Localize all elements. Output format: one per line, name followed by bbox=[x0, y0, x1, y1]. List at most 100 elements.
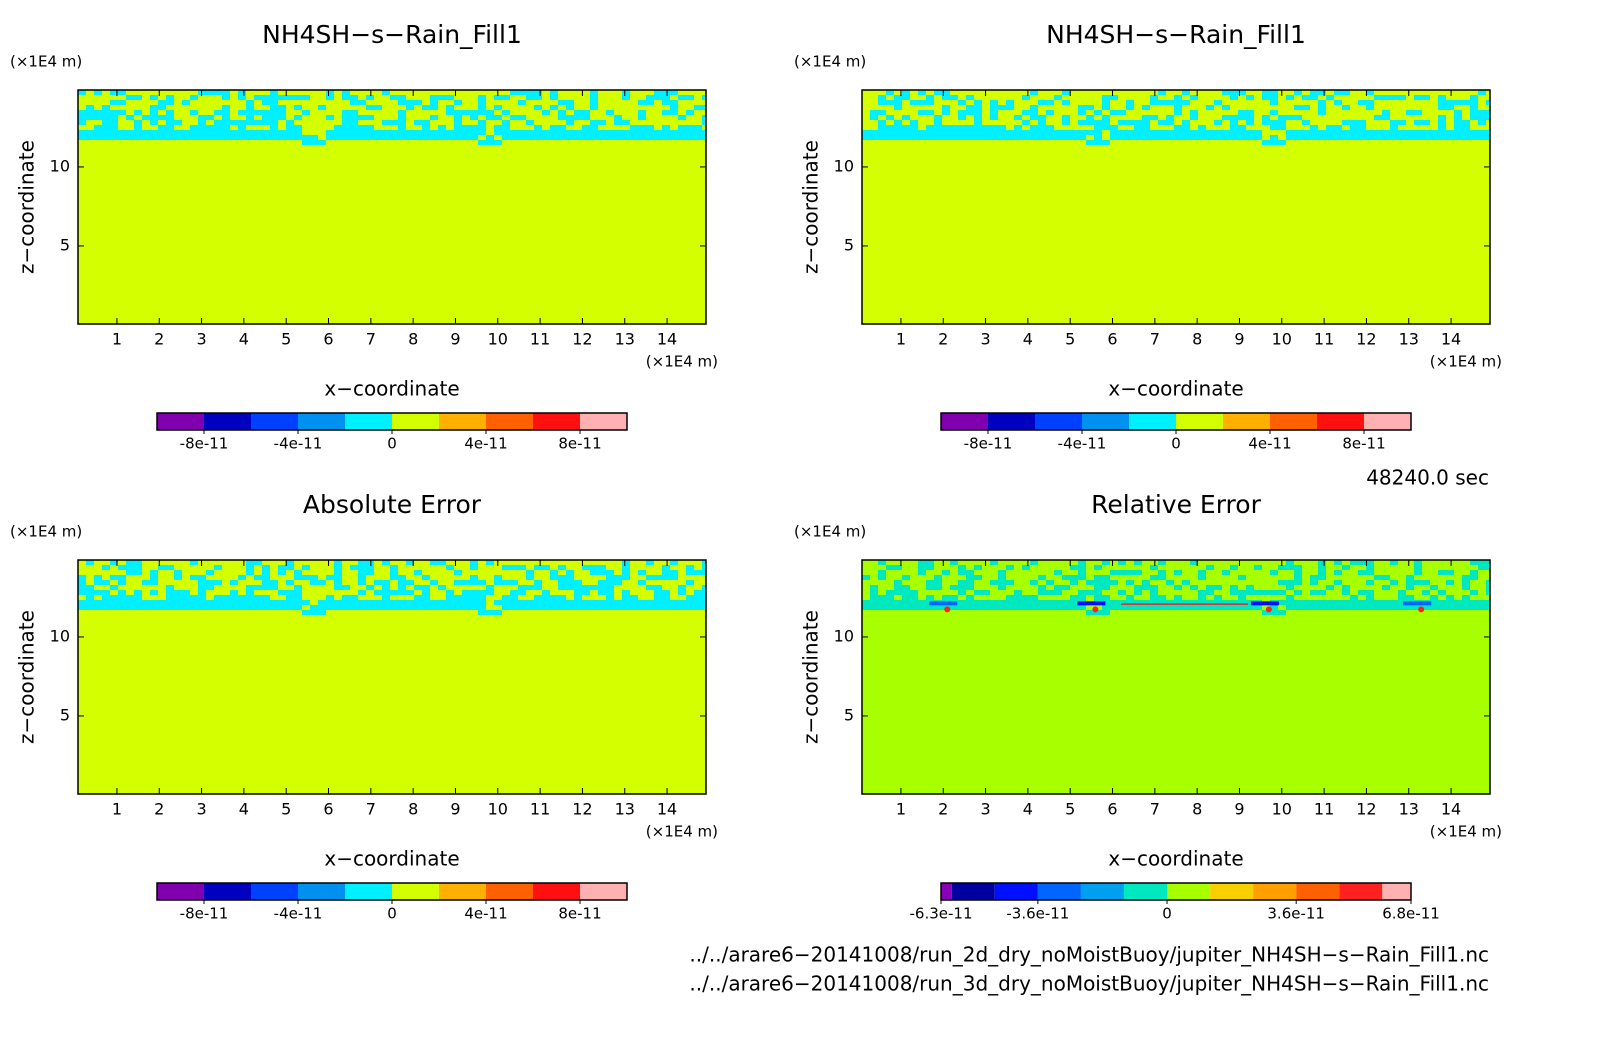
field-cell bbox=[918, 135, 926, 140]
x-tick-label: 7 bbox=[1150, 800, 1160, 819]
field-cell bbox=[646, 130, 654, 135]
field-cell bbox=[590, 135, 598, 140]
field-cell bbox=[590, 130, 598, 135]
field-cell bbox=[1182, 125, 1190, 130]
colorbar-box bbox=[1317, 413, 1364, 430]
field-cell bbox=[686, 600, 694, 605]
field-cell bbox=[1182, 600, 1190, 605]
field-cell bbox=[630, 125, 638, 130]
field-cell bbox=[1046, 600, 1054, 605]
field-cell bbox=[870, 135, 878, 140]
x-tick-label: 8 bbox=[408, 800, 418, 819]
field-cell bbox=[230, 590, 238, 595]
field-cell bbox=[262, 135, 270, 140]
field-cell bbox=[902, 590, 910, 595]
field-cell bbox=[966, 135, 974, 140]
field-cell bbox=[382, 560, 390, 565]
x-tick-label: 6 bbox=[1107, 800, 1117, 819]
field-cell bbox=[422, 575, 430, 580]
field-cell bbox=[278, 95, 286, 100]
field-cell bbox=[78, 605, 86, 610]
field-cell bbox=[1278, 115, 1286, 120]
field-cell bbox=[934, 585, 942, 590]
field-cell bbox=[566, 600, 574, 605]
field-cell bbox=[1006, 605, 1014, 610]
field-cell bbox=[686, 595, 694, 600]
field-cell bbox=[1174, 125, 1182, 130]
field-cell bbox=[366, 585, 374, 590]
x-unit: (×1E4 m) bbox=[646, 823, 718, 841]
field-cell bbox=[1294, 590, 1302, 595]
field-cell bbox=[1120, 603, 1248, 605]
field-cell bbox=[1486, 100, 1490, 105]
field-cell bbox=[1222, 135, 1230, 140]
field-cell bbox=[1230, 95, 1238, 100]
field-cell bbox=[94, 600, 102, 605]
field-cell bbox=[929, 601, 958, 606]
field-cell bbox=[1254, 590, 1262, 595]
colorbar-box bbox=[1296, 883, 1340, 900]
field-cell bbox=[494, 95, 502, 100]
field-cell bbox=[262, 565, 270, 570]
field-cell bbox=[222, 120, 230, 125]
field-cell bbox=[422, 130, 430, 135]
field-cell bbox=[214, 130, 222, 135]
field-cell bbox=[454, 605, 462, 610]
field-cell bbox=[398, 110, 406, 115]
colorbar-box bbox=[486, 413, 533, 430]
field-cell bbox=[686, 570, 694, 575]
field-cell bbox=[454, 570, 462, 575]
field-cell bbox=[102, 565, 110, 570]
field-cell bbox=[342, 600, 350, 605]
field-cell bbox=[358, 565, 366, 570]
field-cell bbox=[310, 135, 318, 140]
field-cell bbox=[254, 560, 262, 565]
field-cell bbox=[622, 570, 630, 575]
field-cell bbox=[1382, 130, 1390, 135]
field-cell bbox=[990, 115, 998, 120]
field-cell bbox=[1318, 110, 1326, 115]
field-cell bbox=[1478, 120, 1486, 125]
field-background bbox=[78, 90, 706, 324]
field-cell bbox=[382, 90, 390, 95]
field-cell bbox=[1366, 105, 1374, 110]
field-cell bbox=[78, 135, 86, 140]
field-cell bbox=[454, 125, 462, 130]
field-cell bbox=[78, 585, 86, 590]
field-cell bbox=[654, 95, 662, 100]
field-cell bbox=[150, 105, 158, 110]
x-tick-label: 10 bbox=[1272, 330, 1292, 349]
plot-frame bbox=[861, 559, 1491, 795]
x-axis-label: x−coordinate bbox=[1108, 377, 1243, 401]
field-cell bbox=[1358, 120, 1366, 125]
field-cell bbox=[1414, 120, 1422, 125]
field-cell bbox=[950, 595, 958, 600]
field-cell bbox=[950, 585, 958, 590]
colorbar-box bbox=[994, 883, 1038, 900]
field-cell bbox=[350, 125, 358, 130]
field-cell bbox=[1246, 130, 1254, 135]
field-cell bbox=[1286, 130, 1294, 135]
field-cell bbox=[1230, 600, 1238, 605]
field-cell bbox=[638, 100, 646, 105]
field-cell bbox=[1046, 110, 1054, 115]
field-cell bbox=[1094, 610, 1102, 615]
field-cell bbox=[894, 125, 902, 130]
field-cell bbox=[342, 130, 350, 135]
field-cell bbox=[198, 595, 206, 600]
field-cell bbox=[198, 600, 206, 605]
field-cell bbox=[222, 595, 230, 600]
field-cell bbox=[878, 570, 886, 575]
field-cell bbox=[1318, 560, 1326, 565]
field-cell bbox=[406, 100, 414, 105]
field-cell bbox=[918, 570, 926, 575]
field-cell bbox=[110, 575, 118, 580]
field-cell bbox=[1302, 130, 1310, 135]
field-cell bbox=[958, 605, 966, 610]
field-cell bbox=[1174, 600, 1182, 605]
field-cell bbox=[262, 95, 270, 100]
field-cell bbox=[662, 575, 670, 580]
field-cell bbox=[102, 120, 110, 125]
field-cell bbox=[174, 595, 182, 600]
field-cell bbox=[678, 605, 686, 610]
